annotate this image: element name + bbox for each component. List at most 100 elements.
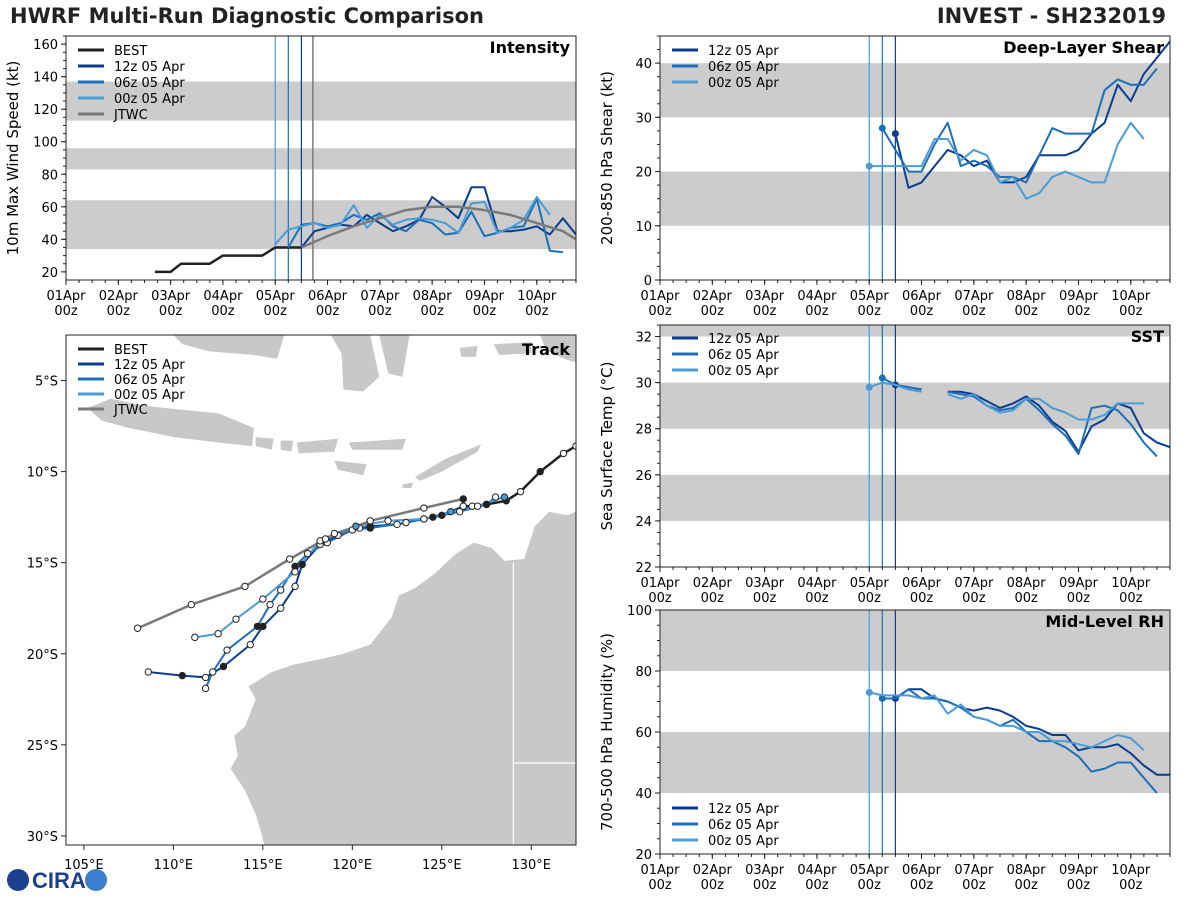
rh-series-2-start-point xyxy=(865,688,873,696)
shear-series-0 xyxy=(894,40,1170,189)
shear-xtick-hour: 00z xyxy=(753,304,777,319)
shear-chart: 01020304001Apr00z02Apr00z03Apr00z04Apr00… xyxy=(598,35,1171,319)
land-borneo xyxy=(173,335,285,359)
land-flores xyxy=(348,438,406,450)
track-point-1 xyxy=(438,511,446,520)
rh-legend-label: 00z 05 Apr xyxy=(708,834,779,849)
sst-ylabel: Sea Surface Temp (°C) xyxy=(598,361,616,530)
shear-xtick-label: 10Apr xyxy=(1111,289,1151,304)
track-point-2 xyxy=(253,622,262,631)
rh-xtick-label: 04Apr xyxy=(797,863,837,878)
sst-band-2 xyxy=(660,325,1170,337)
rh-xtick-label: 03Apr xyxy=(745,863,785,878)
shear-ytick-label: 10 xyxy=(635,220,652,235)
shear-title: Deep-Layer Shear xyxy=(1003,38,1164,57)
intensity-xtick-label: 09Apr xyxy=(465,289,505,304)
track-point-3 xyxy=(352,522,360,530)
rh-xtick-hour: 00z xyxy=(1067,878,1091,893)
intensity-xtick-label: 06Apr xyxy=(308,289,348,304)
intensity-xtick-hour: 00z xyxy=(525,304,549,319)
sst-xtick-hour: 00z xyxy=(962,591,986,606)
rh-series-2 xyxy=(868,691,1145,752)
rh-xtick-label: 02Apr xyxy=(693,863,733,878)
land-lombok xyxy=(280,440,294,452)
track-point-4 xyxy=(241,582,249,591)
storm-id: INVEST - SH232019 xyxy=(936,4,1166,28)
track-legend-label: JTWC xyxy=(113,403,148,418)
sst-ytick-label: 24 xyxy=(635,515,652,530)
logo-globe-icon xyxy=(7,869,29,891)
sst-legend-label: 06z 05 Apr xyxy=(708,348,779,363)
intensity-ytick-label: 20 xyxy=(41,266,58,281)
shear-band-0 xyxy=(660,171,1170,226)
intensity-xtick-hour: 00z xyxy=(420,304,444,319)
intensity-plot-area xyxy=(66,36,576,280)
intensity-ytick-label: 160 xyxy=(33,38,58,53)
shear-plot-area xyxy=(660,36,1170,280)
rh-xtick-label: 08Apr xyxy=(1007,863,1047,878)
intensity-ytick-label: 120 xyxy=(33,103,58,118)
sst-xtick-hour: 00z xyxy=(701,591,725,606)
track-xtick-label: 110°E xyxy=(154,858,194,873)
intensity-xtick-hour: 00z xyxy=(54,304,78,319)
track-point-3 xyxy=(291,568,299,576)
rh-band-1 xyxy=(660,610,1170,671)
track-series-2 xyxy=(204,496,497,689)
intensity-xtick-hour: 00z xyxy=(264,304,288,319)
rh-legend-label: 06z 05 Apr xyxy=(708,818,779,833)
intensity-xtick-label: 08Apr xyxy=(413,289,453,304)
track-point-3 xyxy=(232,615,240,623)
intensity-title: Intensity xyxy=(490,38,571,57)
track-point-4 xyxy=(187,600,195,609)
rh-xtick-hour: 00z xyxy=(701,878,725,893)
track-point-1 xyxy=(246,640,255,649)
rh-xtick-hour: 00z xyxy=(910,878,934,893)
intensity-series-4 xyxy=(300,205,576,249)
shear-ytick-label: 30 xyxy=(635,111,652,126)
sst-xtick-hour: 00z xyxy=(648,591,672,606)
sst-xtick-label: 08Apr xyxy=(1007,576,1047,591)
track-xtick-label: 125°E xyxy=(422,858,462,873)
track-chart: 105°E 110°E 115°E 120°E 125°E 130°E5°S10°S15°… xyxy=(27,334,577,873)
land-australia xyxy=(230,511,576,845)
track-ytick-label: 10°S xyxy=(27,466,58,481)
track-point-2 xyxy=(209,668,217,676)
sst-series-2-start-point xyxy=(865,383,873,391)
shear-xtick-label: 08Apr xyxy=(1007,289,1047,304)
shear-xtick-hour: 00z xyxy=(1119,304,1143,319)
track-title: Track xyxy=(522,340,570,359)
intensity-series-0 xyxy=(154,246,302,274)
page-title: HWRF Multi-Run Diagnostic Comparison xyxy=(10,4,485,28)
sst-xtick-hour: 00z xyxy=(858,591,882,606)
shear-series-2-start-point xyxy=(865,162,873,170)
track-point-1 xyxy=(201,673,210,682)
track-ytick-label: 15°S xyxy=(27,557,58,572)
rh-ytick-label: 40 xyxy=(635,787,652,802)
land-sumbawa xyxy=(296,438,338,454)
shear-xtick-label: 09Apr xyxy=(1059,289,1099,304)
intensity-ytick-label: 40 xyxy=(41,233,58,248)
land-rote xyxy=(402,482,414,488)
intensity-ytick-label: 140 xyxy=(33,71,58,86)
shear-xtick-label: 01Apr xyxy=(640,289,680,304)
rh-series-1-start-point xyxy=(878,694,886,702)
shear-series-2 xyxy=(869,121,1145,200)
sst-ytick-label: 26 xyxy=(635,469,652,484)
track-xtick-label: 130°E xyxy=(511,858,551,873)
shear-series-1-start-point xyxy=(878,124,886,132)
shear-xtick-label: 03Apr xyxy=(745,289,785,304)
rh-xtick-hour: 00z xyxy=(753,878,777,893)
shear-ytick-label: 40 xyxy=(635,57,652,72)
intensity-xtick-label: 07Apr xyxy=(360,289,400,304)
intensity-legend-label: BEST xyxy=(114,44,147,59)
sst-band-1 xyxy=(660,382,1170,429)
intensity-xtick-hour: 00z xyxy=(107,304,131,319)
shear-xtick-hour: 00z xyxy=(805,304,829,319)
track-point-3 xyxy=(500,493,509,501)
rh-ylabel: 700-500 hPa Humidity (%) xyxy=(598,633,616,831)
shear-xtick-label: 04Apr xyxy=(797,289,837,304)
rh-chart: 2040608010001Apr00z02Apr00z03Apr00z04Apr… xyxy=(598,604,1171,893)
track-point-2 xyxy=(303,549,312,558)
rh-xtick-label: 07Apr xyxy=(954,863,994,878)
land-timor xyxy=(414,444,482,481)
